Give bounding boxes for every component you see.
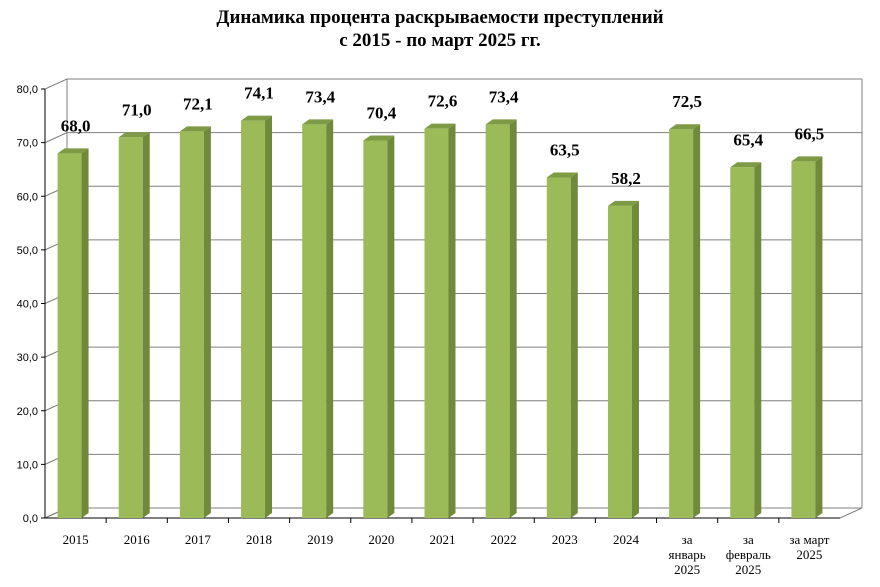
bar-side xyxy=(387,135,395,519)
bar-side xyxy=(509,119,517,518)
x-tick-label: 2021 xyxy=(430,532,456,547)
data-labels: 68,0 71,0 72,1 74,1 73,4 70,4 72,6 73,4 63,5 58,2… xyxy=(61,84,825,188)
x-tick-label: февраль xyxy=(726,547,771,562)
x-tick-label: 2016 xyxy=(124,532,151,547)
bars xyxy=(57,115,823,519)
bar xyxy=(730,167,755,519)
x-tick-label: за xyxy=(682,532,693,547)
bar xyxy=(485,124,510,518)
x-tick-label: 2025 xyxy=(735,562,761,577)
y-tick-label: 70,0 xyxy=(17,138,38,150)
bar-side xyxy=(265,115,273,519)
bar xyxy=(424,128,449,518)
data-label: 73,4 xyxy=(489,87,519,106)
bar-side xyxy=(693,124,701,518)
data-label: 66,5 xyxy=(795,124,825,143)
bar xyxy=(179,131,204,518)
bar-top xyxy=(302,119,334,125)
x-tick-label: 2017 xyxy=(185,532,212,547)
grid-line-depth xyxy=(44,78,68,90)
bar-top xyxy=(791,156,823,162)
bar xyxy=(118,137,143,518)
grid-line-depth xyxy=(44,132,68,144)
bar-side xyxy=(631,200,639,518)
x-axis-ticks: 2015 2016 2017 2018 2019 2020 2021 2022 2023 2024… xyxy=(63,518,830,577)
data-label: 74,1 xyxy=(244,84,274,103)
bar xyxy=(791,161,816,519)
bar-top xyxy=(546,172,578,178)
x-tick-label: 2022 xyxy=(491,532,517,547)
x-tick-label: за xyxy=(743,532,754,547)
bar-top xyxy=(118,132,150,138)
y-tick-label: 20,0 xyxy=(17,406,38,418)
bar-top xyxy=(241,115,273,121)
y-tick-label: 60,0 xyxy=(17,191,38,203)
x-tick-label: 2023 xyxy=(552,532,578,547)
bar-top xyxy=(363,135,395,141)
x-tick-label: 2024 xyxy=(613,532,640,547)
x-tick-label: январь xyxy=(669,547,706,562)
bar-side xyxy=(81,148,89,518)
bar-top xyxy=(424,123,456,129)
bar-side xyxy=(815,156,823,519)
data-label: 71,0 xyxy=(122,100,152,119)
bar xyxy=(302,124,327,518)
chart-title: Динамика процента раскрываемости преступ… xyxy=(0,6,880,52)
x-tick-label: 2015 xyxy=(63,532,89,547)
data-label: 63,5 xyxy=(550,140,580,159)
y-tick-label: 40,0 xyxy=(17,299,38,311)
x-tick-label: 2018 xyxy=(246,532,272,547)
bar-top xyxy=(179,126,211,132)
bar xyxy=(546,177,571,518)
x-tick-label: 2025 xyxy=(674,562,700,577)
bar-side xyxy=(326,119,334,518)
data-label: 68,0 xyxy=(61,116,91,135)
bar-side xyxy=(448,123,456,519)
y-tick-label: 50,0 xyxy=(17,245,38,257)
bar xyxy=(57,153,82,518)
y-tick-label: 0,0 xyxy=(23,513,38,525)
bar-side xyxy=(142,132,150,518)
y-axis-ticks: 0,0 10,0 20,0 30,0 40,0 50,0 60,0 70,0 80,0 xyxy=(17,84,45,525)
bar xyxy=(669,129,694,518)
y-tick-label: 30,0 xyxy=(17,352,38,364)
y-tick-label: 80,0 xyxy=(17,84,38,96)
x-tick-label: за март xyxy=(789,532,829,547)
bar-side xyxy=(570,172,578,518)
data-label: 70,4 xyxy=(366,103,396,122)
data-label: 58,2 xyxy=(611,169,641,188)
bar-top xyxy=(607,200,639,206)
bar-side xyxy=(754,162,762,519)
x-tick-label: 2019 xyxy=(307,532,333,547)
bar-top xyxy=(485,119,517,125)
bar xyxy=(241,120,266,519)
chart-title-line-1: Динамика процента раскрываемости преступ… xyxy=(216,7,664,28)
data-label: 73,4 xyxy=(305,87,335,106)
chart-title-line-2: с 2015 - по март 2025 гг. xyxy=(339,30,541,51)
x-tick-label: 2020 xyxy=(368,532,394,547)
bar xyxy=(363,140,388,519)
bar-side xyxy=(203,126,211,519)
x-tick-label: 2025 xyxy=(796,547,822,562)
bar-top xyxy=(57,148,89,154)
y-tick-label: 10,0 xyxy=(17,459,38,471)
bar-top xyxy=(730,162,762,168)
bar-top xyxy=(669,124,701,130)
data-label: 72,5 xyxy=(672,92,702,111)
data-label: 72,1 xyxy=(183,94,213,113)
data-label: 72,6 xyxy=(428,92,458,111)
bar xyxy=(607,205,632,518)
data-label: 65,4 xyxy=(733,130,763,149)
